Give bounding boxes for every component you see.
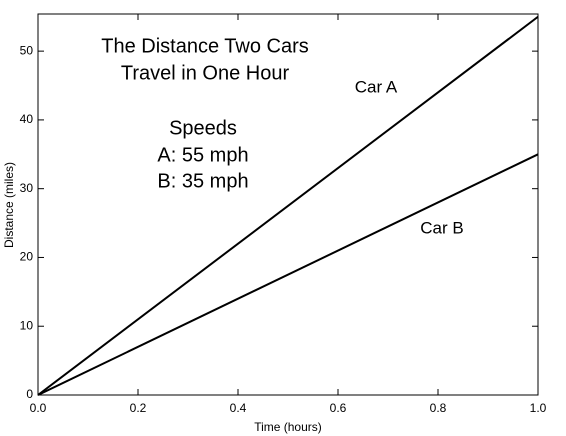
y-tick-label: 40	[20, 112, 34, 126]
chart-title: The Distance Two Cars	[101, 35, 309, 57]
y-tick-label: 20	[20, 250, 34, 264]
x-tick-label: 0.2	[130, 401, 147, 415]
series-line	[37, 153, 539, 396]
plot-frame	[37, 13, 539, 396]
x-tick-label: 1.0	[530, 401, 547, 415]
y-tick-label: 10	[20, 318, 34, 332]
annotation: B: 35 mph	[157, 170, 248, 192]
series-label: Car A	[355, 77, 398, 96]
x-tick-label: 0.8	[430, 401, 447, 415]
x-tick-label: 0.0	[30, 401, 47, 415]
series-label: Car B	[420, 218, 463, 237]
y-tick-label: 0	[26, 387, 33, 401]
chart-title: Travel in One Hour	[121, 62, 290, 84]
series-line	[37, 15, 539, 396]
y-tick-label: 30	[20, 181, 34, 195]
y-tick-label: 50	[20, 43, 34, 57]
annotation: Speeds	[169, 117, 237, 139]
annotation: A: 55 mph	[157, 144, 248, 166]
x-axis-label: Time (hours)	[254, 420, 322, 434]
x-tick-label: 0.4	[230, 401, 247, 415]
y-axis-label: Distance (miles)	[2, 162, 16, 248]
x-tick-label: 0.6	[330, 401, 347, 415]
